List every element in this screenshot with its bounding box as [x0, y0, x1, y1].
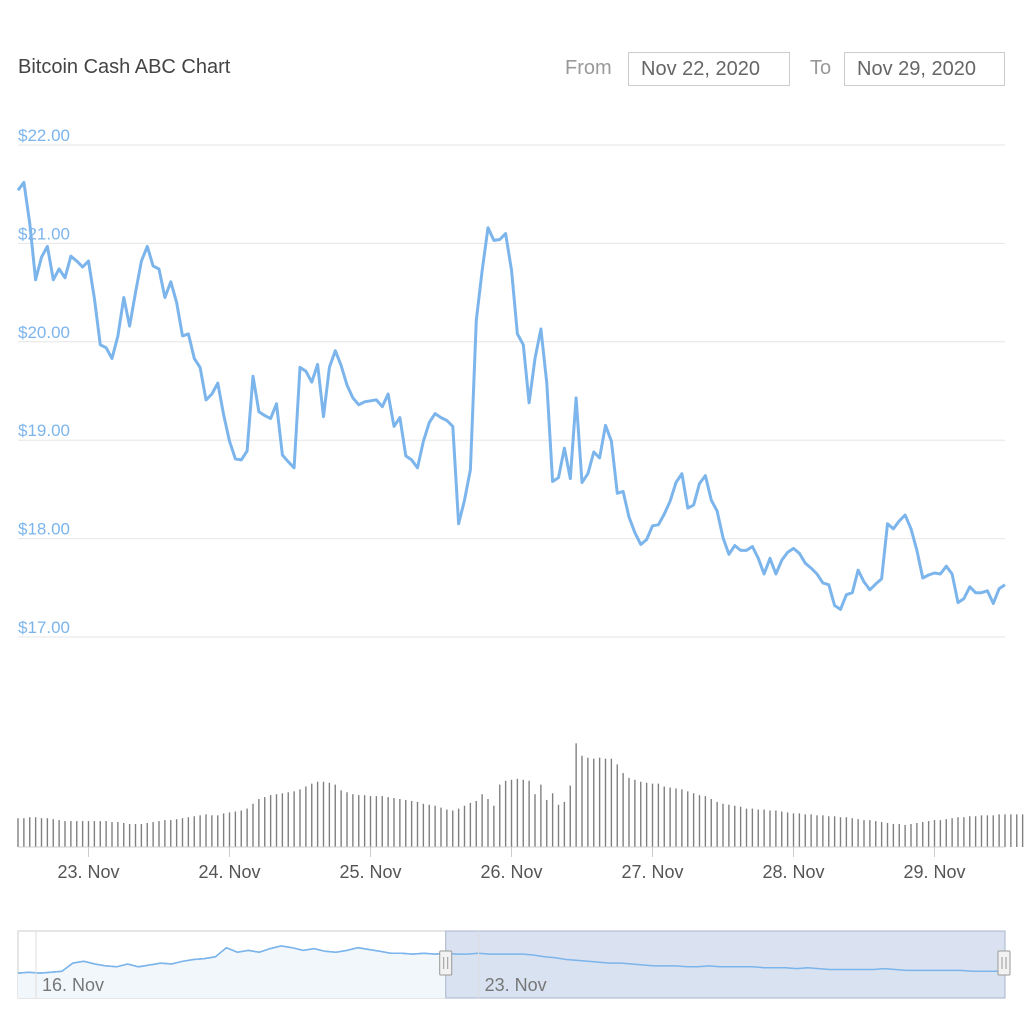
to-label: To — [810, 57, 832, 79]
y-tick-label: $20.00 — [18, 323, 70, 342]
x-tick-label: 23. Nov — [57, 862, 119, 882]
x-tick-label: 26. Nov — [480, 862, 542, 882]
handle-body — [439, 950, 453, 976]
y-tick-label: $22.00 — [18, 126, 70, 145]
from-date-input[interactable]: Nov 22, 2020 — [628, 52, 790, 86]
navigator-right-handle[interactable] — [997, 950, 1011, 976]
x-tick-label: 27. Nov — [621, 862, 683, 882]
y-tick-label: $19.00 — [18, 421, 70, 440]
y-tick-label: $17.00 — [18, 618, 70, 637]
x-tick-label: 25. Nov — [339, 862, 401, 882]
from-label: From — [565, 57, 612, 79]
y-tick-label: $21.00 — [18, 224, 70, 243]
navigator-left-handle[interactable] — [439, 950, 453, 976]
x-tick-label: 28. Nov — [762, 862, 824, 882]
navigator-line-overlay — [17, 945, 1005, 974]
chart-title: Bitcoin Cash ABC Chart — [18, 56, 231, 78]
y-tick-label: $18.00 — [18, 520, 70, 539]
x-tick-label: 29. Nov — [903, 862, 965, 882]
price-line — [16, 180, 1006, 611]
x-tick-label: 24. Nov — [198, 862, 260, 882]
handle-body — [997, 950, 1011, 976]
to-date-input[interactable]: Nov 29, 2020 — [844, 52, 1005, 86]
navigator-tick-label: 23. Nov — [485, 975, 547, 995]
navigator-tick-label: 16. Nov — [42, 975, 104, 995]
